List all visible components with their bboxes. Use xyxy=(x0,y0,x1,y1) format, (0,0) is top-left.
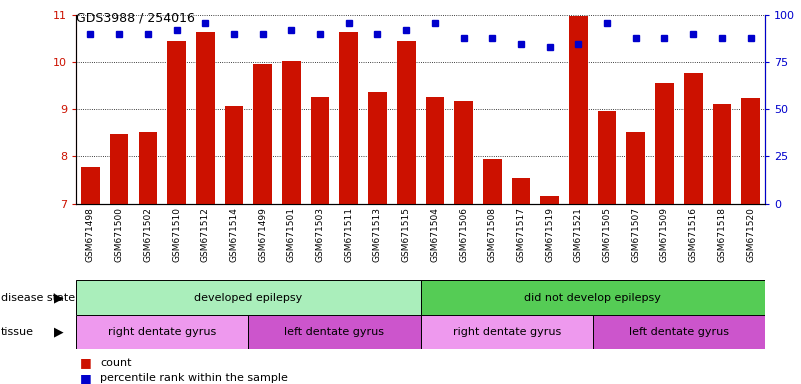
Bar xyxy=(282,61,300,204)
Text: GSM671504: GSM671504 xyxy=(430,207,440,262)
Bar xyxy=(248,315,421,349)
Bar xyxy=(311,97,329,204)
Bar xyxy=(421,280,765,315)
Text: GSM671520: GSM671520 xyxy=(746,207,755,262)
Bar xyxy=(626,132,645,204)
Bar xyxy=(425,97,445,204)
Text: ▶: ▶ xyxy=(54,291,64,304)
Bar xyxy=(741,98,760,204)
Text: GSM671515: GSM671515 xyxy=(401,207,411,262)
Text: GSM671518: GSM671518 xyxy=(718,207,727,262)
Text: GSM671498: GSM671498 xyxy=(86,207,95,262)
Bar xyxy=(167,41,186,204)
Bar xyxy=(713,104,731,204)
Bar xyxy=(396,41,416,204)
Text: GSM671501: GSM671501 xyxy=(287,207,296,262)
Text: disease state: disease state xyxy=(1,293,75,303)
Text: GSM671516: GSM671516 xyxy=(689,207,698,262)
Text: GSM671519: GSM671519 xyxy=(545,207,554,262)
Text: percentile rank within the sample: percentile rank within the sample xyxy=(100,373,288,383)
Bar xyxy=(196,32,215,204)
Bar xyxy=(224,106,244,204)
Text: GSM671508: GSM671508 xyxy=(488,207,497,262)
Bar xyxy=(368,92,387,204)
Bar xyxy=(684,73,702,204)
Text: GSM671514: GSM671514 xyxy=(229,207,239,262)
Text: GSM671507: GSM671507 xyxy=(631,207,640,262)
Text: count: count xyxy=(100,358,131,368)
Bar xyxy=(593,315,765,349)
Text: GSM671506: GSM671506 xyxy=(459,207,468,262)
Text: GSM671500: GSM671500 xyxy=(115,207,123,262)
Text: right dentate gyrus: right dentate gyrus xyxy=(108,327,216,337)
Text: GSM671511: GSM671511 xyxy=(344,207,353,262)
Bar xyxy=(76,315,248,349)
Bar xyxy=(421,315,593,349)
Text: ▶: ▶ xyxy=(54,326,64,339)
Bar xyxy=(569,16,588,204)
Text: GSM671503: GSM671503 xyxy=(316,207,324,262)
Bar xyxy=(139,132,157,204)
Bar xyxy=(81,167,100,204)
Bar xyxy=(454,101,473,204)
Text: developed epilepsy: developed epilepsy xyxy=(194,293,303,303)
Text: GSM671509: GSM671509 xyxy=(660,207,669,262)
Text: GSM671512: GSM671512 xyxy=(201,207,210,262)
Bar xyxy=(512,178,530,204)
Text: GSM671513: GSM671513 xyxy=(373,207,382,262)
Text: GSM671502: GSM671502 xyxy=(143,207,152,262)
Text: GSM671505: GSM671505 xyxy=(602,207,612,262)
Bar xyxy=(253,64,272,204)
Text: left dentate gyrus: left dentate gyrus xyxy=(284,327,384,337)
Bar xyxy=(598,111,617,204)
Text: ■: ■ xyxy=(80,356,92,369)
Text: GSM671510: GSM671510 xyxy=(172,207,181,262)
Text: tissue: tissue xyxy=(1,327,34,337)
Text: GSM671521: GSM671521 xyxy=(574,207,583,262)
Bar xyxy=(76,280,421,315)
Text: GSM671499: GSM671499 xyxy=(258,207,268,262)
Text: left dentate gyrus: left dentate gyrus xyxy=(629,327,729,337)
Bar xyxy=(541,197,559,204)
Bar xyxy=(340,32,358,204)
Text: right dentate gyrus: right dentate gyrus xyxy=(453,327,561,337)
Bar xyxy=(110,134,128,204)
Bar xyxy=(483,159,501,204)
Text: did not develop epilepsy: did not develop epilepsy xyxy=(525,293,661,303)
Bar xyxy=(655,83,674,204)
Text: ■: ■ xyxy=(80,372,92,384)
Text: GSM671517: GSM671517 xyxy=(517,207,525,262)
Text: GDS3988 / 254016: GDS3988 / 254016 xyxy=(76,12,195,25)
